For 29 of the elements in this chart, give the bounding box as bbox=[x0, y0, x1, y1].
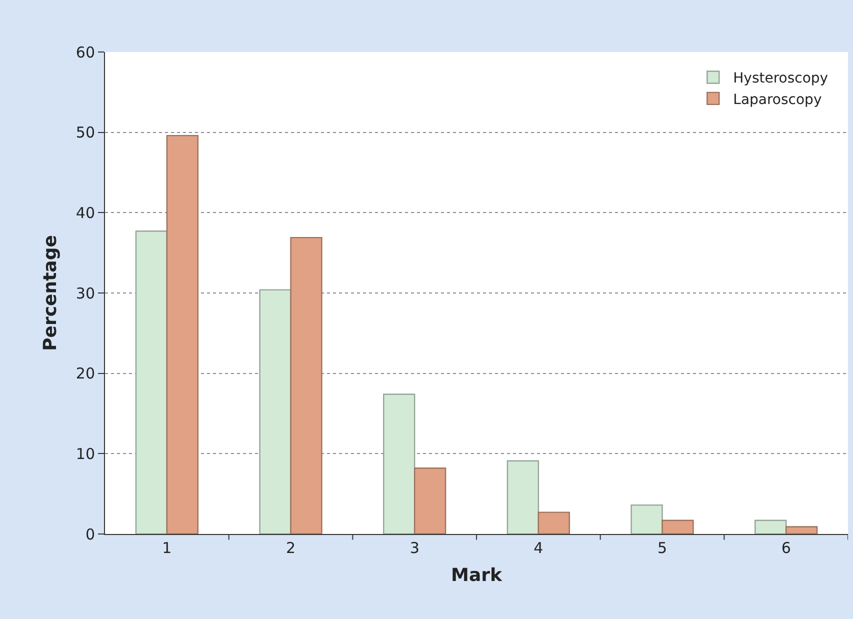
bar bbox=[383, 394, 416, 534]
y-tick-label: 20 bbox=[76, 364, 95, 383]
y-tick-label: 0 bbox=[85, 525, 95, 544]
bar bbox=[506, 460, 540, 534]
y-axis-title: Percentage bbox=[40, 235, 62, 351]
y-tick-label: 40 bbox=[76, 204, 95, 222]
legend-label: Hysteroscopy bbox=[733, 70, 828, 87]
bar bbox=[754, 520, 787, 534]
bar bbox=[414, 468, 446, 534]
bar bbox=[290, 236, 322, 534]
bar bbox=[135, 230, 168, 534]
y-tick-label: 30 bbox=[76, 284, 95, 302]
y-tick-label: 60 bbox=[76, 43, 95, 62]
x-tick-label: 2 bbox=[286, 539, 296, 557]
y-tick-label: 10 bbox=[76, 444, 95, 463]
x-axis-title: Mark bbox=[451, 565, 503, 586]
bar bbox=[662, 520, 694, 534]
bar bbox=[785, 526, 818, 534]
bar bbox=[630, 504, 663, 534]
x-tick-label: 3 bbox=[410, 539, 420, 557]
x-tick-label: 1 bbox=[162, 539, 172, 557]
x-tick-label: 6 bbox=[781, 539, 791, 557]
bar bbox=[538, 512, 570, 534]
legend-label: Laparoscopy bbox=[733, 92, 822, 108]
x-tick-label: 4 bbox=[534, 539, 544, 557]
y-tick-label: 50 bbox=[76, 124, 95, 142]
bar bbox=[259, 289, 292, 534]
x-tick-label: 5 bbox=[657, 539, 668, 557]
bar bbox=[166, 134, 198, 534]
